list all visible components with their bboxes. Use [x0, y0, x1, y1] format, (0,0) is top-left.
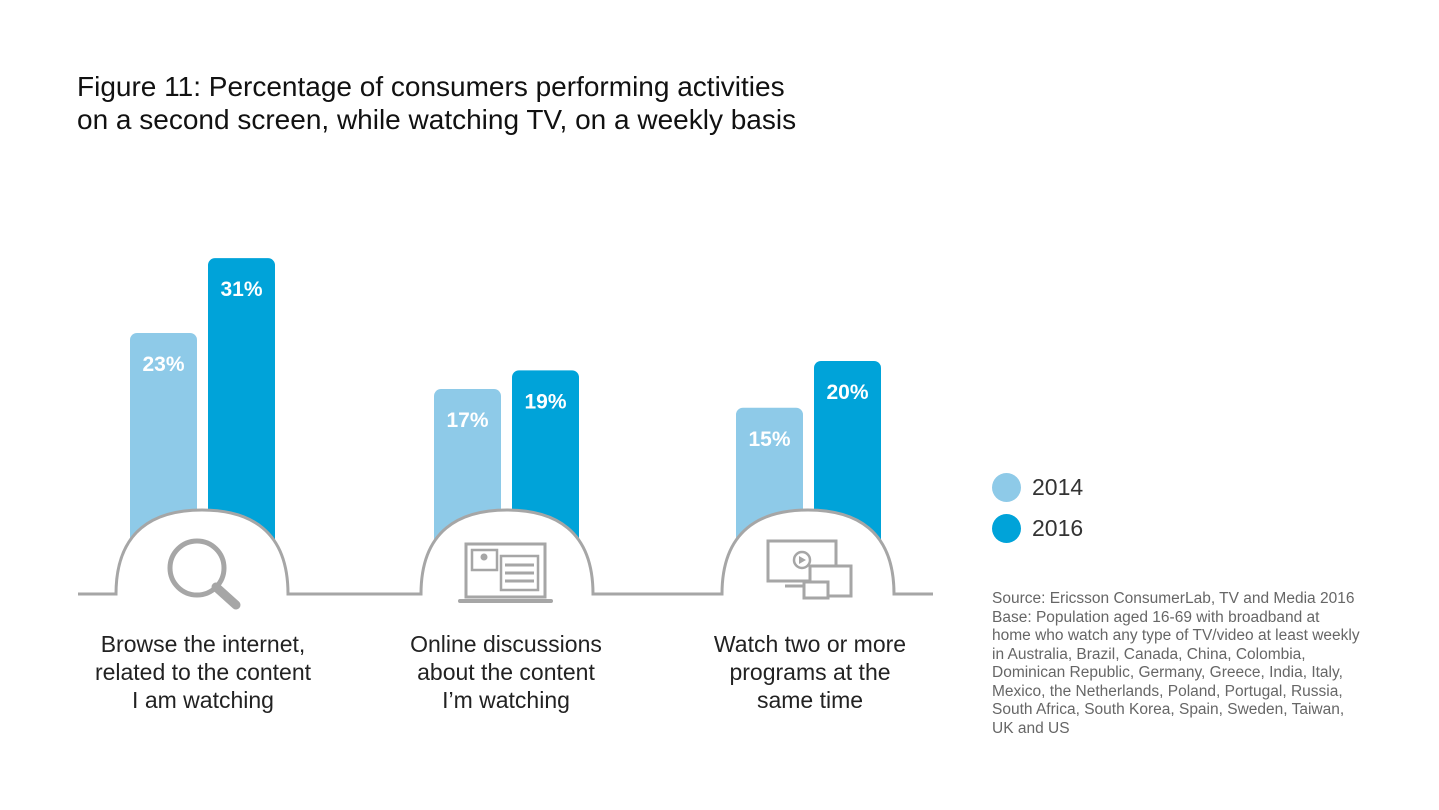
bar-value-label-2016-1: 31%: [220, 278, 262, 301]
category-label-line: Watch two or more: [713, 631, 907, 657]
source-line: in Australia, Brazil, Canada, China, Col…: [992, 645, 1306, 663]
category-label-line: Browse the internet,: [100, 631, 306, 657]
category-label-multi-programs: Watch two or more programs at the same t…: [680, 630, 940, 714]
source-line: Dominican Republic, Germany, Greece, Ind…: [992, 664, 1343, 681]
source-line: Mexico, the Netherlands, Poland, Portuga…: [992, 682, 1343, 700]
legend-item-2014: 2014: [992, 472, 1083, 502]
category-label-line: I’m watching: [442, 687, 570, 713]
category-label-line: same time: [756, 687, 864, 713]
legend-swatch-2016: [992, 513, 1021, 543]
laptop-chat-icon: [458, 542, 553, 603]
chart-title-line-1: Figure 11: Percentage of consumers perfo…: [77, 71, 785, 102]
category-label-line: Online discussions: [410, 631, 602, 657]
bar-value-label-2014-1: 23%: [142, 353, 184, 376]
bar-2014-1: [130, 332, 197, 568]
category-label-discussions: Online discussions about the content I’m…: [376, 630, 636, 714]
category-label-line: related to the content: [94, 659, 312, 685]
bar-value-label-2014-3: 15%: [748, 428, 790, 451]
magnifier-icon: [167, 538, 241, 610]
category-label-line: programs at the: [729, 659, 891, 685]
source-line: UK and US: [992, 719, 1070, 737]
bar-value-label-2016-3: 20%: [826, 381, 868, 404]
source-line: Base: Population aged 16-69 with broadba…: [992, 608, 1320, 626]
baseline-line: [78, 508, 933, 596]
legend: 2014 2016: [992, 472, 1083, 554]
source-line: South Africa, South Korea, Spain, Sweden…: [992, 701, 1345, 718]
bar-value-label-2014-2: 17%: [446, 409, 488, 432]
category-label-browse: Browse the internet, related to the cont…: [73, 630, 333, 714]
legend-label-2016: 2016: [1032, 514, 1084, 541]
category-label-line: about the content: [417, 659, 595, 685]
category-label-line: I am watching: [132, 687, 274, 713]
legend-swatch-2014: [992, 472, 1021, 502]
bar-value-label-2016-2: 19%: [524, 390, 566, 413]
multi-screen-icon: [766, 539, 853, 600]
legend-label-2014: 2014: [1032, 473, 1084, 500]
chart-title: Figure 11: Percentage of consumers perfo…: [77, 70, 897, 136]
source-line: Source: Ericsson ConsumerLab, TV and Med…: [992, 590, 1355, 607]
chart-title-line-2: on a second screen, while watching TV, o…: [77, 104, 797, 135]
bar-2016-1: [208, 258, 275, 568]
source-note: Source: Ericsson ConsumerLab, TV and Med…: [992, 590, 1372, 738]
source-line: home who watch any type of TV/video at l…: [992, 627, 1360, 644]
legend-item-2016: 2016: [992, 513, 1083, 543]
